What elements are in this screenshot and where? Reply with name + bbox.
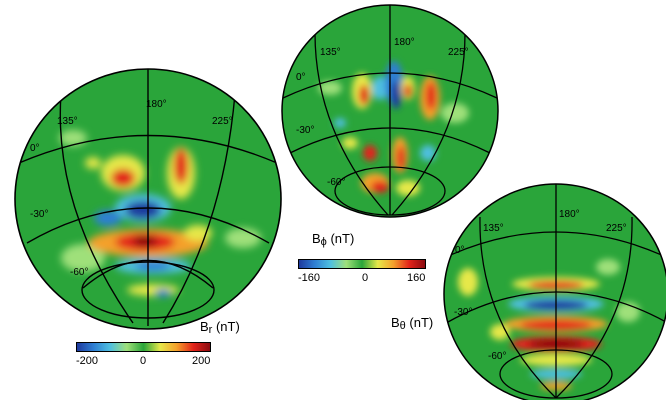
br-colorbar-max: 200 [192,355,211,367]
btheta-lat-label-minus60: -60° [488,351,507,362]
btheta-globe [443,183,666,400]
bphi-lon-label-225: 225° [448,47,469,58]
bphi-colorbar [298,259,426,269]
bphi-lat-label-minus60: -60° [327,177,346,188]
br-lat-label-minus60: -60° [70,267,89,278]
bphi-lat-label-minus30: -30° [296,125,315,136]
br-globe [14,68,282,330]
btheta-graticule [445,184,666,399]
btheta-lon-label-225: 225° [606,223,627,234]
bphi-globe-outline [281,4,499,218]
br-lon-label-225: 225° [212,116,233,127]
bphi-lon-label-180: 180° [394,37,415,48]
btheta-lat-label-0: 0° [455,245,465,256]
br-graticule [18,69,278,326]
br-lat-label-0: 0° [30,143,40,154]
br-quantity-label: Br (nT) [200,319,240,336]
bphi-quantity-label: Bϕ (nT) [312,231,355,248]
btheta-quantity-label: Bθ (nT) [391,315,434,332]
bphi-colorbar-min: -160 [298,272,321,284]
br-colorbar-mid: 0 [140,355,147,367]
bphi-globe [281,4,499,218]
bphi-lon-label-135: 135° [320,47,341,58]
btheta-lon-label-135: 135° [483,223,504,234]
bphi-lat-label-0: 0° [296,72,306,83]
bphi-graticule [282,5,498,216]
bphi-colorbar-mid: 0 [362,272,369,284]
bphi-anomaly-field [318,61,469,196]
br-colorbar-min: -200 [76,355,99,367]
btheta-lon-label-180: 180° [559,209,580,220]
br-lon-label-180: 180° [146,99,167,110]
br-lat-label-minus30: -30° [30,209,49,220]
br-lon-label-135: 135° [57,116,78,127]
bphi-colorbar-max: 160 [407,272,426,284]
br-colorbar [76,342,211,352]
btheta-lat-label-minus30: -30° [454,307,473,318]
br-globe-outline [14,68,282,330]
btheta-globe-outline [443,183,666,400]
